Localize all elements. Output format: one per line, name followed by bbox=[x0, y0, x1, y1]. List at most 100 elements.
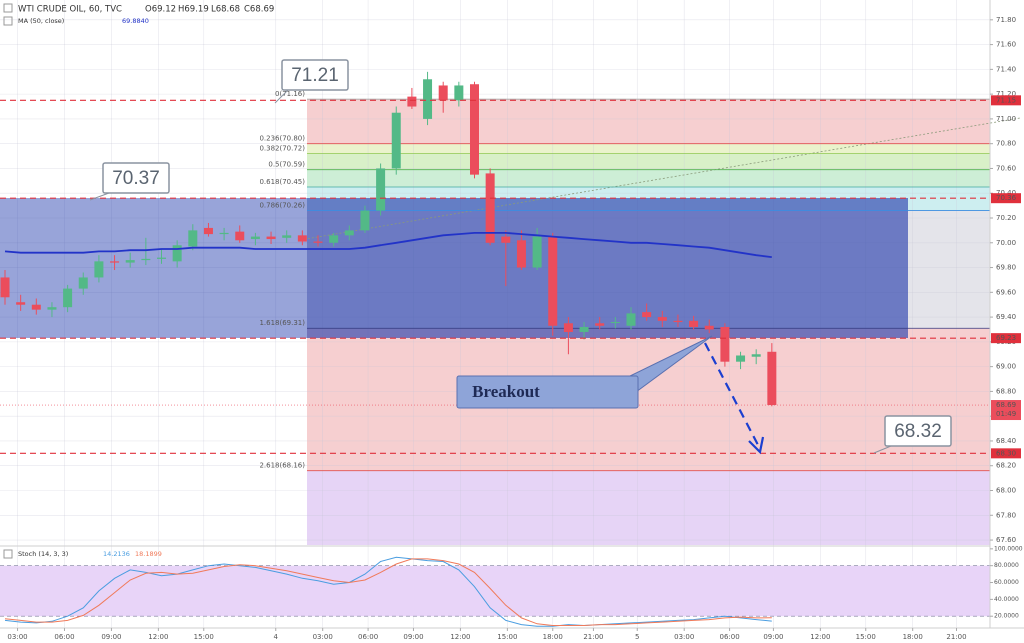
price-tag bbox=[991, 193, 1021, 204]
y-tick-label: 69.60 bbox=[996, 288, 1016, 296]
candle-body bbox=[94, 261, 104, 278]
x-tick-label: 21:00 bbox=[946, 633, 966, 641]
candle-body bbox=[454, 85, 464, 101]
ohlc-label: L68.68 bbox=[211, 5, 240, 15]
y-tick-label: 70.00 bbox=[996, 239, 1016, 247]
x-tick-label: 12:00 bbox=[450, 633, 470, 641]
callout-leader bbox=[873, 445, 892, 454]
icon[interactable] bbox=[3, 549, 13, 559]
candle-body bbox=[376, 168, 386, 211]
price-tag-label: 70.36 bbox=[996, 194, 1017, 202]
candle-body bbox=[704, 325, 714, 330]
candle-body bbox=[548, 236, 558, 326]
candle-body bbox=[141, 258, 151, 261]
fib-band bbox=[307, 470, 990, 545]
price-tag bbox=[991, 400, 1021, 421]
price-tag bbox=[991, 448, 1021, 459]
candle-body bbox=[642, 312, 652, 318]
x-tick-label: 03:00 bbox=[674, 633, 694, 641]
candle-body bbox=[626, 313, 636, 326]
x-tick-label: 21:00 bbox=[583, 633, 603, 641]
callout-leader bbox=[274, 89, 289, 104]
trend-line bbox=[299, 117, 1021, 241]
y-tick-label: 69.80 bbox=[996, 264, 1016, 272]
stoch-k: 14.2136 bbox=[103, 550, 130, 558]
fib-label: 0.5(70.59) bbox=[268, 161, 305, 169]
candle-body bbox=[407, 96, 417, 107]
y-tick-label: 68.40 bbox=[996, 437, 1016, 445]
stoch-d: 18.1899 bbox=[135, 550, 162, 558]
candle-body bbox=[313, 241, 323, 243]
candle-body bbox=[188, 230, 198, 247]
candle-body bbox=[16, 302, 26, 305]
candle-body bbox=[125, 260, 135, 263]
candle-body bbox=[673, 320, 683, 323]
x-tick-label: 06:00 bbox=[358, 633, 378, 641]
y-tick-label: 20.0000 bbox=[994, 613, 1019, 620]
candle-body bbox=[172, 245, 182, 262]
box-layer bbox=[0, 117, 1021, 338]
fib-label: 0.786(70.26) bbox=[259, 202, 305, 210]
price-tag bbox=[991, 333, 1021, 344]
x-tick-label: 18:00 bbox=[543, 633, 563, 641]
stoch-band bbox=[0, 565, 990, 617]
callout-text: Breakout bbox=[472, 382, 540, 401]
ma-value: 69.8840 bbox=[122, 17, 149, 25]
candle-body bbox=[250, 236, 260, 240]
candle-body bbox=[235, 231, 245, 241]
candle-body bbox=[736, 355, 746, 362]
candle-body bbox=[157, 257, 167, 259]
icon[interactable] bbox=[3, 3, 13, 13]
candle-body bbox=[610, 322, 620, 324]
candle-body bbox=[438, 85, 448, 101]
x-tick-label: 5 bbox=[635, 633, 639, 641]
fib-band bbox=[307, 169, 990, 188]
candle-body bbox=[657, 317, 667, 321]
x-tick-label: 03:00 bbox=[7, 633, 27, 641]
y-tick-label: 71.80 bbox=[996, 16, 1016, 24]
arrow-head bbox=[748, 436, 765, 455]
candle-body bbox=[282, 235, 292, 238]
fib-label: 0(71.16) bbox=[275, 90, 305, 98]
x-tick-label: 03:00 bbox=[313, 633, 333, 641]
range-box bbox=[0, 198, 908, 338]
x-tick-label: 15:00 bbox=[194, 633, 214, 641]
x-tick-label: 09:00 bbox=[763, 633, 783, 641]
candle-body bbox=[720, 327, 730, 362]
ohlc-label: H69.19 bbox=[178, 5, 209, 15]
main-layer: 0(71.16) 0.236(70.80) 0.382(70.72) 0.5(70.5… bbox=[0, 71, 990, 627]
candle-body bbox=[532, 236, 542, 268]
ohlc-label: C68.69 bbox=[244, 5, 274, 15]
y-tick-label: 60.0000 bbox=[994, 579, 1019, 586]
stoch-line bbox=[4, 558, 772, 626]
timer: 01:49 bbox=[996, 410, 1016, 418]
callout-box bbox=[102, 162, 170, 194]
x-tick-label: 09:00 bbox=[403, 633, 423, 641]
candle-body bbox=[360, 210, 370, 231]
ohlc-label: O69.12 bbox=[145, 5, 176, 15]
fib-label: 2.618(68.16) bbox=[259, 462, 305, 470]
x-tick-label: 06:00 bbox=[719, 633, 739, 641]
range-box-inner bbox=[307, 198, 908, 338]
candle-body bbox=[595, 323, 605, 326]
candle-body bbox=[344, 230, 354, 236]
price-tag-label: 69.23 bbox=[996, 334, 1016, 342]
y-tick-label: 40.0000 bbox=[994, 596, 1019, 603]
candle-body bbox=[391, 112, 401, 169]
x-tick-label: 18:00 bbox=[903, 633, 923, 641]
icon[interactable] bbox=[3, 16, 13, 26]
candle-body bbox=[31, 304, 41, 310]
fib-band bbox=[307, 187, 990, 211]
candle-body bbox=[0, 277, 10, 298]
candle-body bbox=[78, 277, 88, 289]
candle-body bbox=[297, 235, 307, 242]
candle-body bbox=[751, 354, 761, 357]
fib-label: 1.618(69.31) bbox=[259, 319, 305, 327]
candle-body bbox=[485, 173, 495, 243]
x-tick-label: 4 bbox=[274, 633, 279, 641]
y-tick-label: 70.60 bbox=[996, 164, 1016, 172]
y-tick-label: 69.40 bbox=[996, 313, 1016, 321]
ma-line bbox=[4, 232, 772, 258]
